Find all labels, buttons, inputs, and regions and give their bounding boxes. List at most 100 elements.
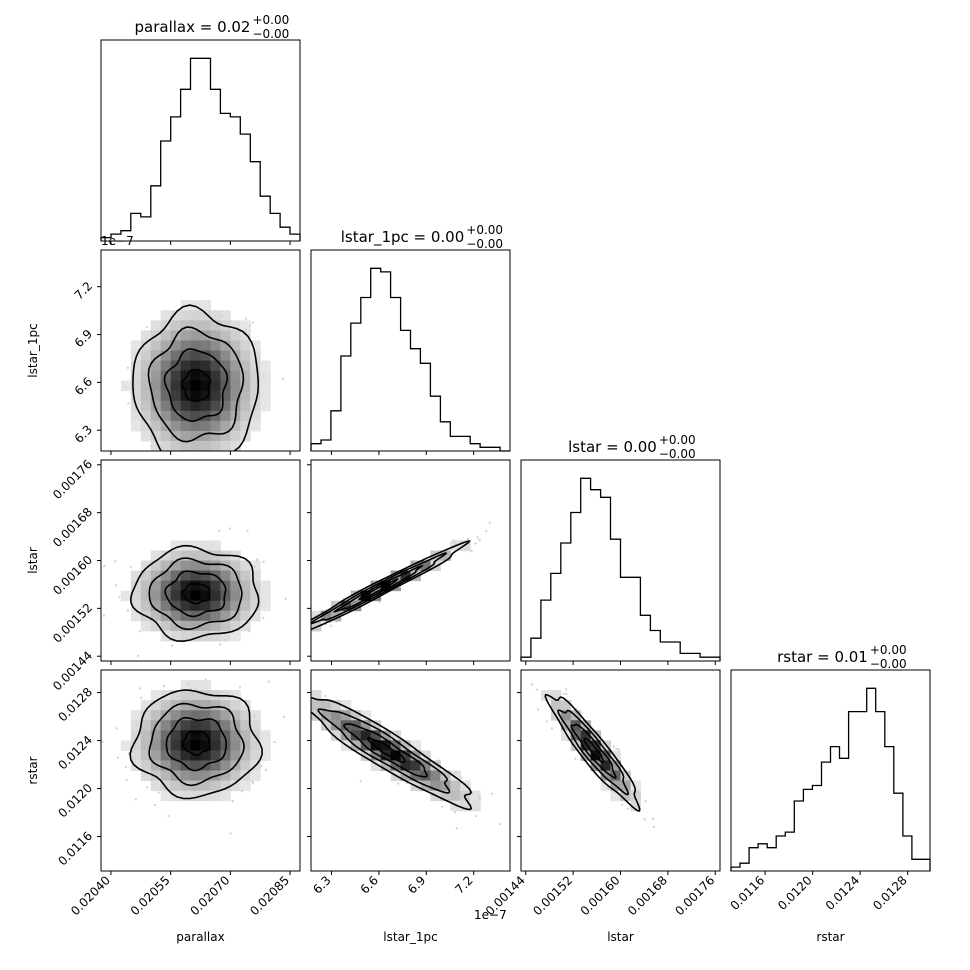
sample-point: [267, 680, 270, 683]
density-cell: [190, 570, 201, 582]
density-cell: [210, 440, 221, 451]
contour-line: [343, 723, 428, 778]
density-cell: [150, 760, 162, 771]
density-cell: [240, 350, 251, 362]
density-cell: [230, 330, 241, 341]
sample-point: [606, 787, 609, 790]
density-cell: [150, 410, 162, 422]
sample-point: [454, 543, 457, 546]
density-cell: [170, 390, 182, 402]
density-cell: [180, 580, 192, 592]
sample-point: [459, 540, 463, 543]
density-cell: [200, 630, 211, 642]
density-cell: [230, 420, 241, 432]
density-cell: [170, 430, 182, 442]
density-cell: [160, 760, 172, 771]
pair-density-0: [101, 300, 300, 451]
sample-point: [167, 814, 170, 818]
density-cell: [240, 410, 251, 422]
density-cell: [190, 430, 201, 442]
density-cell: [360, 720, 372, 731]
density-cell: [220, 710, 231, 721]
density-cell: [240, 380, 251, 392]
x-axis-label-lstar_1pc: lstar_1pc: [383, 930, 437, 944]
x-axis-label-parallax: parallax: [176, 930, 224, 944]
density-cell: [410, 760, 421, 771]
density-cell: [150, 380, 162, 392]
sample-point: [452, 539, 455, 542]
density-cell: [150, 580, 162, 592]
density-cell: [210, 540, 221, 551]
density-cell: [390, 760, 402, 771]
density-cell: [150, 610, 162, 622]
density-cell: [180, 560, 192, 572]
density-cell: [160, 580, 172, 592]
density-cell: [170, 380, 182, 392]
sample-point: [460, 777, 463, 780]
density-cell: [180, 370, 192, 382]
density-cell: [130, 380, 142, 392]
density-cell: [240, 420, 251, 432]
density-cell: [250, 390, 261, 402]
density-cell: [190, 440, 201, 451]
density-cell: [200, 600, 211, 612]
pair-panel-lstar-vs-lstar_1pc: [289, 459, 511, 662]
density-cell: [150, 560, 162, 572]
density-cell: [200, 340, 211, 351]
sample-point: [220, 690, 223, 693]
density-cell: [240, 750, 251, 761]
sample-point: [249, 324, 252, 327]
density-cell: [180, 310, 192, 321]
density-cell: [150, 600, 162, 612]
density-cell: [180, 790, 192, 802]
density-cell: [190, 310, 201, 321]
density-cell: [190, 630, 201, 642]
density-cell: [130, 710, 142, 721]
density-cell: [160, 390, 172, 402]
density-cell: [170, 340, 182, 351]
histogram-steps: [310, 267, 510, 452]
density-cell: [150, 430, 162, 442]
density-cell: [240, 330, 251, 341]
density-cell: [220, 760, 231, 771]
sample-point: [474, 542, 477, 545]
density-cell: [190, 350, 201, 362]
x-tick-label: 6.9: [405, 873, 428, 896]
density-cell: [180, 720, 192, 731]
density-cell: [600, 760, 612, 771]
sample-point: [308, 619, 310, 621]
density-cell: [230, 400, 241, 412]
density-cell: [230, 340, 241, 351]
density-cell: [150, 730, 162, 741]
density-cell: [200, 550, 211, 561]
density-cell: [200, 590, 211, 602]
density-cell: [200, 300, 211, 311]
sample-point: [204, 678, 207, 681]
sample-point: [115, 584, 118, 587]
density-cell: [400, 740, 411, 751]
density-cell: [220, 590, 231, 602]
density-cell: [210, 720, 221, 731]
density-cell: [150, 750, 162, 761]
density-cell: [230, 630, 241, 642]
density-cell: [210, 730, 221, 741]
density-cell: [590, 740, 602, 751]
density-cell: [590, 730, 602, 741]
sample-point: [138, 630, 141, 633]
density-cell: [610, 760, 621, 771]
sample-point: [251, 321, 254, 324]
density-cell: [190, 330, 201, 341]
density-cell: [190, 380, 201, 392]
contour-line: [181, 582, 211, 605]
density-cell: [370, 750, 382, 761]
density-cell: [140, 760, 152, 771]
density-cell: [160, 310, 172, 321]
sample-point: [246, 529, 249, 532]
sample-point: [289, 638, 291, 640]
density-cell: [170, 320, 182, 331]
density-cell: [210, 600, 221, 612]
sample-point: [565, 692, 568, 696]
sample-point: [621, 803, 624, 807]
y-tick-label: 0.00152: [50, 601, 95, 646]
density-cell: [240, 320, 251, 331]
